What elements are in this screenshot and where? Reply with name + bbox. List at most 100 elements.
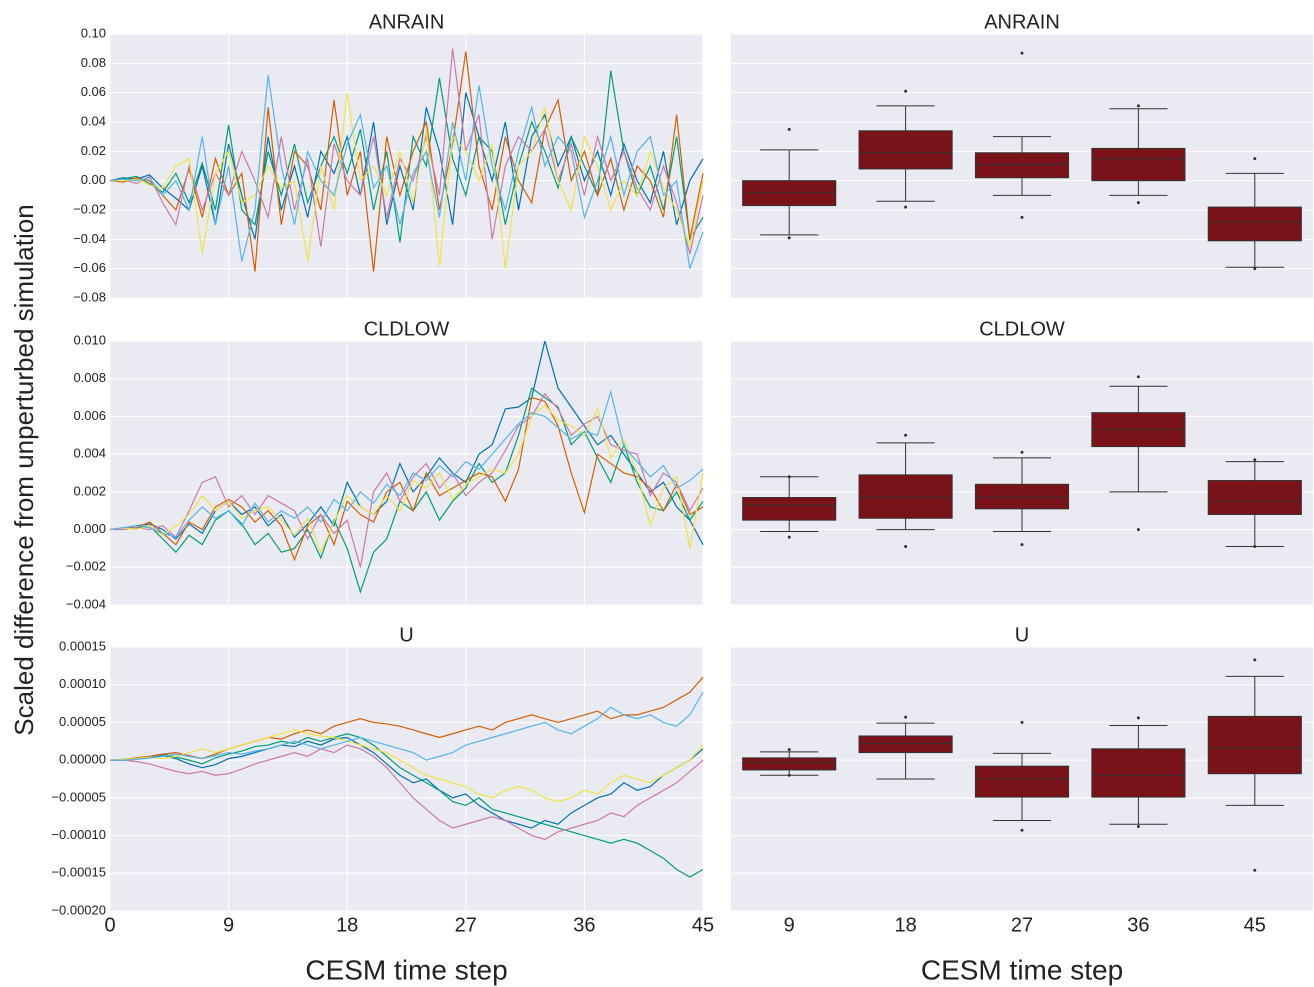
y-tick-label: 0.002 — [73, 483, 106, 498]
flier — [1020, 828, 1024, 832]
box — [1207, 480, 1302, 515]
flier — [787, 475, 791, 479]
x-axis-label: CESM time step — [921, 954, 1123, 985]
y-tick-label: 0.08 — [81, 55, 106, 70]
panel-title: CLDLOW — [364, 318, 450, 340]
flier — [1253, 267, 1257, 271]
y-tick-label: 0.006 — [73, 408, 106, 423]
series-line — [110, 392, 704, 568]
y-tick-label: 0.00010 — [59, 676, 106, 691]
x-tick-label: 9 — [784, 914, 795, 936]
flier — [1136, 716, 1140, 720]
flier — [1020, 51, 1024, 55]
flier — [904, 205, 908, 209]
box — [742, 180, 837, 207]
flier — [904, 433, 908, 437]
x-tick-label: 0 — [104, 914, 115, 936]
y-tick-label: 0.000 — [73, 521, 106, 536]
series-line — [110, 736, 704, 829]
box — [1091, 147, 1186, 182]
x-tick-label: 36 — [1127, 914, 1149, 936]
series-line — [109, 676, 704, 761]
series-line — [109, 74, 704, 269]
plot-background — [110, 341, 703, 605]
y-tick-label: −0.00010 — [51, 827, 106, 842]
y-tick-label: −0.00015 — [51, 865, 106, 880]
series-line — [109, 404, 704, 554]
series-line — [110, 691, 704, 761]
flier — [1253, 868, 1257, 872]
box — [858, 735, 953, 754]
y-tick-label: −0.08 — [73, 289, 106, 304]
panel-title: U — [399, 624, 413, 646]
box — [974, 152, 1070, 179]
y-tick-label: 0.00000 — [59, 752, 106, 767]
y-tick-label: 0.00015 — [59, 638, 106, 653]
series-line — [109, 729, 704, 803]
y-tick-label: 0.04 — [81, 113, 106, 128]
x-tick-label: 18 — [336, 914, 358, 936]
y-tick-label: −0.04 — [73, 231, 106, 246]
plot-background — [110, 34, 703, 298]
panel-title: U — [1015, 624, 1029, 646]
x-tick-label: 18 — [894, 914, 916, 936]
y-tick-label: −0.06 — [73, 260, 106, 275]
flier — [1020, 450, 1024, 454]
y-axis-label: Scaled difference from unperturbed simul… — [9, 204, 39, 735]
flier — [1253, 658, 1257, 662]
box — [742, 497, 837, 521]
flier — [1253, 458, 1257, 462]
series-line — [109, 389, 704, 538]
series-line — [109, 387, 704, 594]
y-tick-label: −0.004 — [66, 596, 106, 611]
y-tick-label: −0.02 — [73, 201, 106, 216]
flier — [1020, 215, 1024, 219]
y-tick-label: 0.010 — [73, 332, 106, 347]
flier — [1136, 104, 1140, 108]
y-tick-label: 0.10 — [81, 25, 106, 40]
x-tick-label: 27 — [1011, 914, 1033, 936]
series-line — [109, 51, 704, 272]
series-line — [110, 733, 704, 878]
y-tick-label: 0.06 — [81, 84, 106, 99]
y-tick-label: −0.00005 — [51, 789, 106, 804]
series-line — [109, 340, 704, 545]
flier — [904, 715, 908, 719]
panel-title: ANRAIN — [984, 11, 1060, 33]
flier — [904, 89, 908, 93]
x-axis-label: CESM time step — [305, 954, 507, 985]
flier — [1020, 720, 1024, 724]
flier — [1136, 201, 1140, 205]
flier — [787, 748, 791, 752]
flier — [1253, 545, 1257, 549]
series-line — [110, 744, 704, 840]
y-tick-label: 0.004 — [73, 446, 106, 461]
flier — [1136, 528, 1140, 532]
x-tick-label: 45 — [1244, 914, 1266, 936]
panel-title: CLDLOW — [979, 318, 1065, 340]
flier — [1253, 157, 1257, 161]
box — [858, 130, 953, 170]
flier — [1136, 825, 1140, 829]
box — [1207, 206, 1302, 242]
y-tick-label: −0.002 — [66, 559, 106, 574]
flier — [1020, 543, 1024, 547]
box — [1091, 748, 1186, 798]
flier — [1136, 375, 1140, 379]
box — [974, 483, 1070, 510]
panel-title: ANRAIN — [369, 11, 445, 33]
x-tick-label: 45 — [692, 914, 714, 936]
flier — [904, 545, 908, 549]
flier — [787, 773, 791, 777]
box — [742, 757, 837, 771]
y-tick-label: 0.02 — [81, 143, 106, 158]
x-tick-label: 27 — [455, 914, 477, 936]
y-tick-label: 0.008 — [73, 370, 106, 385]
y-tick-label: 0.00005 — [59, 714, 106, 729]
box — [974, 765, 1070, 798]
box — [1207, 715, 1302, 775]
box — [858, 474, 953, 519]
series-line — [110, 92, 704, 269]
flier — [787, 127, 791, 131]
